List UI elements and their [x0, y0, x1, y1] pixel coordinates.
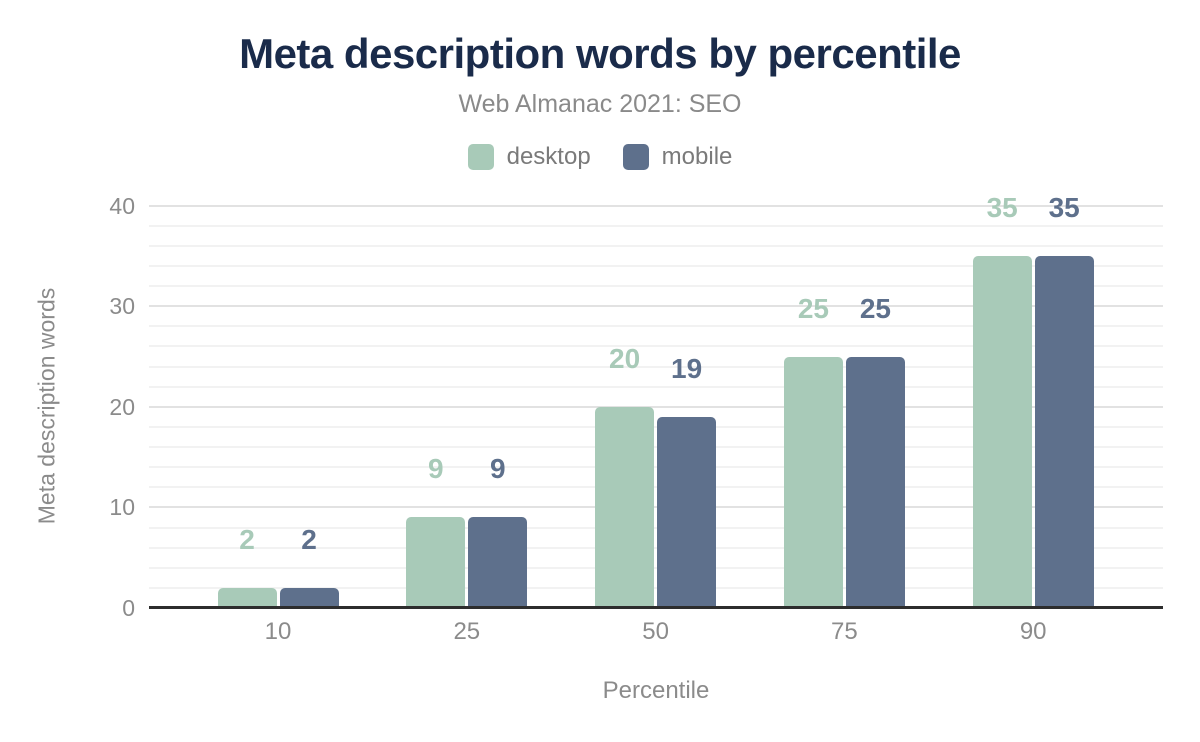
gridline-major [149, 405, 1163, 408]
bar-desktop[interactable] [406, 517, 466, 608]
x-tick-label: 90 [1019, 618, 1047, 645]
bar-value-label-desktop: 35 [986, 191, 1018, 223]
gridline-minor [149, 586, 1163, 589]
gridline-minor [149, 345, 1163, 348]
x-axis-title: Percentile [602, 677, 710, 704]
gridline-minor [149, 244, 1163, 247]
y-tick-label: 0 [122, 595, 135, 621]
y-tick-label: 10 [109, 494, 135, 521]
y-tick-label: 20 [109, 393, 135, 420]
bar-mobile[interactable] [657, 416, 717, 608]
gridline-major [149, 305, 1163, 308]
bar-mobile[interactable] [279, 587, 339, 608]
gridline-minor [149, 486, 1163, 489]
chart-subtitle: Web Almanac 2021: SEO [458, 90, 742, 118]
x-tick-label: 50 [642, 618, 669, 645]
gridline-minor [149, 425, 1163, 428]
x-axis-line [149, 606, 1163, 609]
bar-value-label-mobile: 25 [859, 292, 891, 324]
bar-value-label-desktop: 9 [428, 453, 444, 485]
legend-swatch-mobile [622, 144, 649, 170]
x-tick-label: 10 [264, 618, 292, 645]
gridline-minor [149, 325, 1163, 328]
bar-mobile[interactable] [468, 517, 528, 608]
gridline-minor [149, 365, 1163, 368]
gridline-minor [149, 285, 1163, 288]
bar-mobile[interactable] [1034, 255, 1094, 608]
gridline-major [149, 204, 1163, 207]
bar-value-label-mobile: 2 [301, 523, 317, 555]
y-tick-label: 30 [109, 293, 135, 320]
legend-label-desktop: desktop [506, 143, 591, 170]
gridline-minor [149, 446, 1163, 449]
x-tick-label: 25 [453, 618, 481, 645]
bar-value-label-desktop: 20 [609, 342, 641, 374]
y-axis-title: Meta description words [33, 287, 60, 525]
gridline-minor [149, 526, 1163, 529]
gridline-minor [149, 566, 1163, 569]
bar-desktop[interactable] [217, 587, 277, 608]
x-tick-label: 75 [831, 618, 858, 645]
bar-mobile[interactable] [845, 356, 905, 608]
bar-value-label-mobile: 9 [490, 453, 506, 485]
bar-value-label-desktop: 25 [797, 292, 829, 324]
bar-value-label-mobile: 35 [1048, 191, 1080, 223]
legend-swatch-desktop [467, 144, 494, 170]
y-tick-label: 40 [109, 192, 135, 219]
bar-desktop[interactable] [783, 356, 843, 608]
gridline-minor [149, 466, 1163, 469]
bar-desktop[interactable] [595, 406, 655, 608]
legend-item-mobile[interactable]: mobile [622, 143, 733, 171]
bar-desktop[interactable] [972, 255, 1032, 608]
chart-title: Meta description words by percentile [239, 30, 961, 77]
legend: desktop mobile [0, 143, 1200, 171]
gridline-minor [149, 224, 1163, 227]
legend-item-desktop[interactable]: desktop [467, 143, 591, 171]
gridline-minor [149, 264, 1163, 267]
gridline-minor [149, 546, 1163, 549]
bar-value-label-desktop: 2 [239, 523, 255, 555]
bar-value-label-mobile: 19 [671, 352, 703, 384]
legend-label-mobile: mobile [661, 143, 733, 170]
gridline-major [149, 506, 1163, 509]
gridline-minor [149, 385, 1163, 388]
